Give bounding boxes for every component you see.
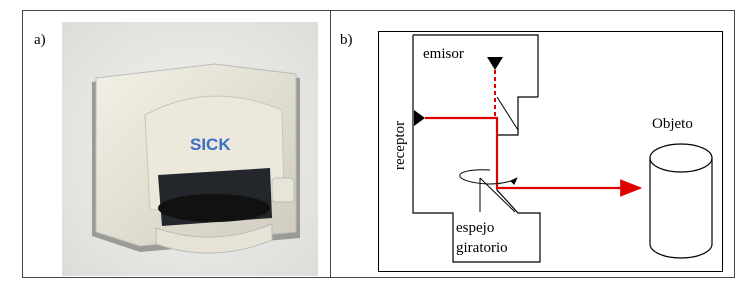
object-cylinder	[650, 144, 712, 258]
mirror-label: giratorio	[456, 240, 508, 256]
beam	[425, 118, 640, 188]
receiver-icon	[414, 110, 425, 126]
receiver-label: receptor	[392, 121, 408, 170]
scanner-photo: SICK	[62, 22, 318, 276]
mirror	[497, 97, 518, 130]
panel-label: a)	[34, 32, 46, 48]
rotation-arrow	[460, 170, 517, 184]
emitter-icon	[487, 57, 503, 70]
figure: a) SICK b) emisor receptor Objeto espejo…	[0, 0, 747, 284]
object-label: Objeto	[652, 116, 693, 132]
emitter-label: emisor	[423, 46, 464, 62]
logo: SICK	[190, 135, 231, 154]
panel-label: b)	[340, 32, 353, 48]
mirror-label: espejo	[456, 220, 494, 236]
